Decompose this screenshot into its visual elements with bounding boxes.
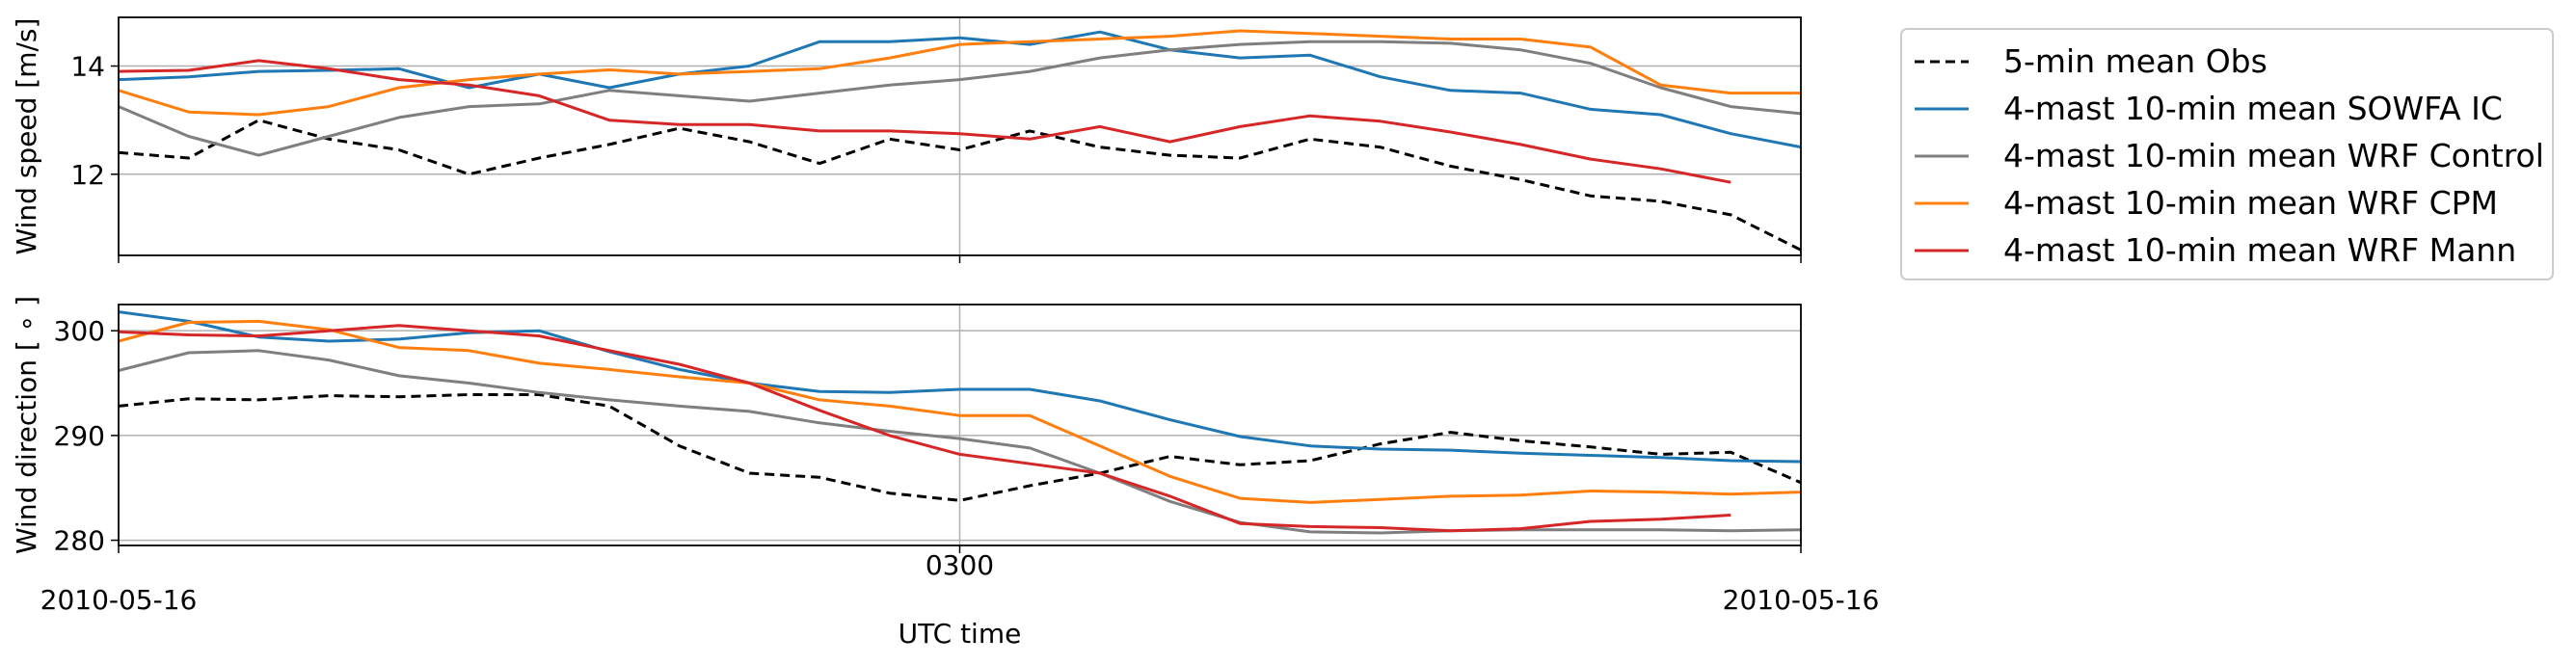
speed-series-line-4: [119, 59, 1731, 184]
legend-entry-label: 4-mast 10-min mean WRF Control: [2003, 137, 2544, 174]
legend: 5-min mean Obs 4-mast 10-min mean SOWFA I…: [1900, 28, 2554, 280]
speed-series-line-1: [119, 30, 1801, 149]
x-axis-label: UTC time: [899, 618, 1022, 650]
legend-entry-label: 4-mast 10-min mean SOWFA IC: [2003, 90, 2503, 127]
speed-series-line-0: [119, 119, 1801, 252]
direction-series-line-3: [119, 319, 1801, 504]
direction-ytick-label: 280: [54, 525, 105, 557]
xtick-label: 2010-05-16: [1723, 584, 1880, 616]
xtick-label: 0300: [926, 549, 994, 581]
speed-series-line-3: [119, 29, 1801, 117]
speed-ytick-label: 12: [70, 159, 105, 191]
direction-y-axis-label: Wind direction [ ∘ ]: [11, 296, 42, 554]
legend-entry-label: 5-min mean Obs: [2003, 42, 2267, 80]
wind-speed-panel: 12 14 Wind speed [m/s]: [11, 16, 1802, 263]
direction-ytick-label: 300: [54, 315, 105, 347]
direction-series-line-1: [119, 310, 1801, 464]
direction-series-line-4: [119, 324, 1731, 533]
direction-series-line-0: [119, 393, 1801, 502]
wind-direction-panel: 280 290 300 Wind direction [ ∘ ] 2010-05-16 0…: [11, 296, 1879, 616]
speed-y-axis-label: Wind speed [m/s]: [11, 18, 42, 255]
direction-ytick-label: 290: [54, 420, 105, 452]
legend-frame: [1900, 28, 2554, 280]
speed-series-line-2: [119, 40, 1801, 157]
direction-axes-frame: [118, 304, 1802, 546]
xtick-label: 2010-05-16: [40, 584, 198, 616]
speed-axes-frame: [118, 16, 1802, 256]
legend-entry-label: 4-mast 10-min mean WRF CPM: [2003, 184, 2498, 222]
speed-ytick-label: 14: [70, 51, 105, 83]
legend-entry-label: 4-mast 10-min mean WRF Mann: [2003, 231, 2516, 269]
